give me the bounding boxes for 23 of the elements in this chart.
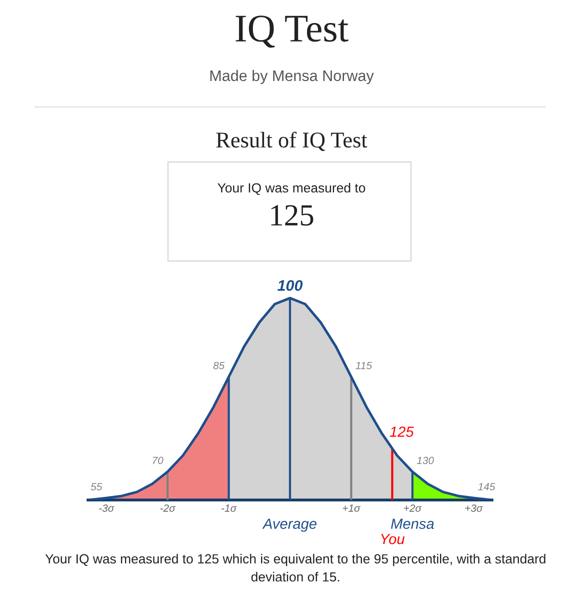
x-tick-label: -1σ [222, 504, 237, 512]
x-tick-label: -3σ [99, 504, 114, 512]
annotation: 55 [90, 483, 102, 490]
x-tick-label: +2σ [404, 504, 422, 512]
annotation: 85 [213, 362, 225, 370]
x-tick-label: +3σ [465, 504, 484, 512]
text: Result of IQ Test [216, 132, 368, 151]
text: 125 [271, 205, 314, 226]
annotation: 70 [152, 456, 164, 464]
chart-title: IQ Test [236, 16, 348, 48]
annotation: 100 [278, 280, 303, 291]
text: Your IQ was measured to [218, 182, 366, 195]
annotation: 125 [390, 426, 414, 437]
ref-line-label: You [381, 534, 405, 544]
chart-subtitle: Made by Mensa Norway [210, 70, 374, 84]
text: Your IQ was measured to 125 which is equivalent to the 95 percentile, with a standard deviation of 15. [45, 554, 546, 582]
ref-line-label: Mensa [390, 518, 434, 529]
annotation: 130 [416, 456, 434, 464]
x-tick-label: -2σ [160, 504, 176, 512]
ref-line-label: Average [262, 518, 316, 532]
annotation: 145 [478, 483, 496, 490]
annotation: 115 [356, 362, 372, 370]
x-tick-label: +1σ [342, 504, 361, 512]
